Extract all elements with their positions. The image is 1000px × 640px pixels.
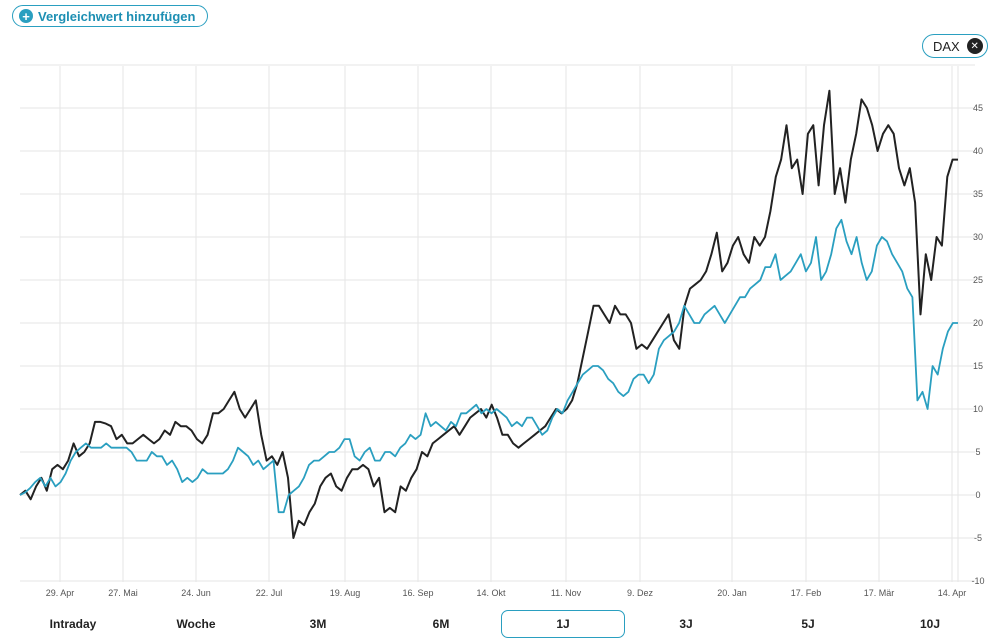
x-tick-label: 11. Nov: [551, 588, 582, 598]
range-button[interactable]: 3J: [679, 617, 693, 631]
x-tick-label: 17. Mär: [864, 588, 895, 598]
x-tick-label: 9. Dez: [627, 588, 654, 598]
x-tick-label: 16. Sep: [402, 588, 433, 598]
close-icon[interactable]: ✕: [966, 38, 983, 54]
x-tick-label: 14. Okt: [476, 588, 506, 598]
y-tick-label: -10: [971, 576, 984, 586]
y-tick-label: 40: [973, 146, 983, 156]
y-tick-label: -5: [974, 533, 982, 543]
range-button[interactable]: 3M: [309, 617, 327, 631]
x-tick-label: 17. Feb: [791, 588, 822, 598]
range-button[interactable]: Intraday: [49, 617, 97, 631]
line-chart: 45 40 35 30 25 20 15 10 5 0 -5 -10 29. Apr 27. Mai 24…: [19, 64, 985, 598]
x-axis-ticks: 29. Apr 27. Mai 24. Jun 22. Jul 19. Aug 16. S…: [46, 588, 967, 598]
series-line-dark: [19, 89, 958, 539]
range-button[interactable]: 5J: [801, 617, 815, 631]
range-button[interactable]: 6M: [432, 617, 450, 631]
time-range-selector: Intraday Woche 3M 6M 1J 3J 5J 10J: [0, 610, 1000, 638]
x-tick-label: 14. Apr: [938, 588, 967, 598]
chart-series: [19, 89, 958, 539]
y-tick-label: 20: [973, 318, 983, 328]
y-tick-label: 45: [973, 103, 983, 113]
plus-circle-icon: +: [19, 9, 33, 23]
range-button[interactable]: 10J: [919, 617, 941, 631]
x-tick-label: 20. Jan: [717, 588, 747, 598]
add-comparison-label: Vergleichwert hinzufügen: [38, 8, 196, 24]
y-tick-label: 0: [975, 490, 980, 500]
y-tick-label: 5: [975, 447, 980, 457]
y-tick-label: 10: [973, 404, 983, 414]
legend-chip-label: DAX: [933, 38, 960, 54]
y-axis-ticks: 45 40 35 30 25 20 15 10 5 0 -5 -10: [971, 103, 984, 586]
y-tick-label: 15: [973, 361, 983, 371]
series-line-teal: [19, 218, 958, 514]
y-tick-label: 30: [973, 232, 983, 242]
x-tick-label: 22. Jul: [256, 588, 283, 598]
x-tick-label: 19. Aug: [330, 588, 361, 598]
legend-chip-dax: DAX ✕: [922, 34, 988, 58]
range-button[interactable]: 1J: [501, 610, 625, 638]
y-tick-label: 35: [973, 189, 983, 199]
range-button[interactable]: Woche: [176, 617, 216, 631]
y-tick-label: 25: [973, 275, 983, 285]
x-tick-label: 29. Apr: [46, 588, 75, 598]
add-comparison-button[interactable]: + Vergleichwert hinzufügen: [12, 5, 209, 27]
x-tick-label: 24. Jun: [181, 588, 211, 598]
x-tick-label: 27. Mai: [108, 588, 138, 598]
